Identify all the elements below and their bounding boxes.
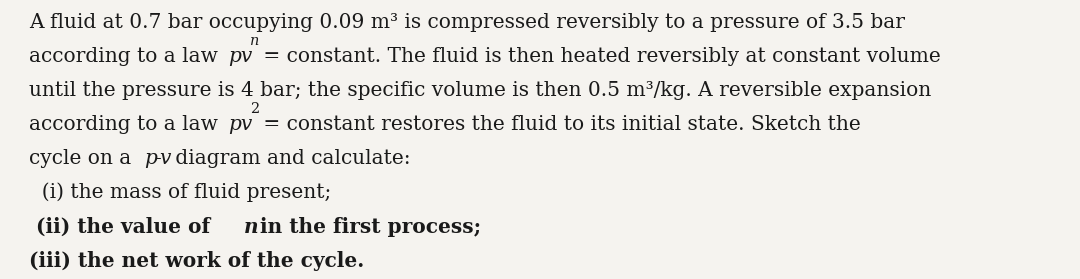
Text: in the first process;: in the first process; [254,217,482,237]
Text: n: n [251,34,259,48]
Text: 2: 2 [251,102,259,116]
Text: p: p [145,149,158,168]
Text: A fluid at 0.7 bar occupying 0.09 m³ is compressed reversibly to a pressure of 3: A fluid at 0.7 bar occupying 0.09 m³ is … [29,13,905,32]
Text: = constant restores the fluid to its initial state. Sketch the: = constant restores the fluid to its ini… [257,115,861,134]
Text: cycle on a: cycle on a [29,149,138,168]
Text: n: n [244,217,259,237]
Text: according to a law: according to a law [29,115,225,134]
Text: according to a law: according to a law [29,47,225,66]
Text: pv: pv [228,115,253,134]
Text: pv: pv [228,47,253,66]
Text: (iii) the net work of the cycle.: (iii) the net work of the cycle. [29,251,364,271]
Text: -: - [153,149,161,168]
Text: diagram and calculate:: diagram and calculate: [170,149,411,168]
Text: = constant. The fluid is then heated reversibly at constant volume: = constant. The fluid is then heated rev… [257,47,941,66]
Text: until the pressure is 4 bar; the specific volume is then 0.5 m³/kg. A reversible: until the pressure is 4 bar; the specifi… [29,81,931,100]
Text: (ii) the value of: (ii) the value of [29,217,217,237]
Text: v: v [160,149,171,168]
Text: (i) the mass of fluid present;: (i) the mass of fluid present; [29,183,332,202]
